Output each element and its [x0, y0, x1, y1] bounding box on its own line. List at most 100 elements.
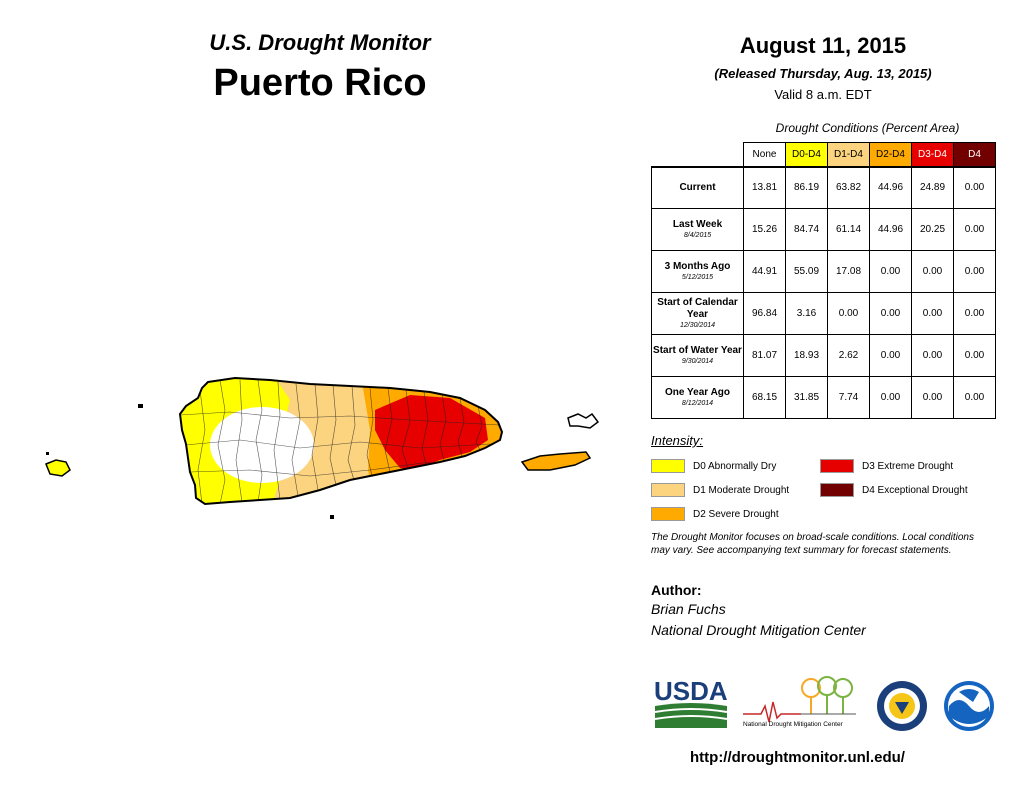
row-date: 8/12/2014 [681, 400, 714, 407]
table-cell: 55.09 [785, 250, 828, 293]
table-cell: 3.16 [785, 292, 828, 335]
vieques-island [520, 451, 592, 471]
legend-label: D2 Severe Drought [693, 508, 779, 520]
legend-label: D1 Moderate Drought [693, 484, 790, 496]
legend-item: D3 Extreme Drought [820, 459, 953, 473]
table-cell: 44.96 [869, 165, 912, 209]
table-cell: 24.89 [911, 165, 954, 209]
table-corner [652, 143, 744, 167]
row-label-text: Start of Water Year [653, 345, 742, 356]
legend-label: D4 Exceptional Drought [862, 484, 968, 496]
table-cell: 0.00 [869, 334, 912, 377]
table-cell: 0.00 [911, 250, 954, 293]
table-cell: 0.00 [869, 376, 912, 419]
column-header: D1-D4 [827, 142, 870, 167]
main-island [180, 378, 502, 504]
table-cell: 31.85 [785, 376, 828, 419]
puerto-rico-map [45, 376, 600, 519]
table-cell: 0.00 [953, 208, 996, 251]
table-cell: 0.00 [953, 334, 996, 377]
table-cell: 84.74 [785, 208, 828, 251]
table-cell: 13.81 [743, 165, 786, 209]
legend-swatch [651, 483, 685, 497]
table-cell: 0.00 [953, 376, 996, 419]
table-cell: 86.19 [785, 165, 828, 209]
table-cell: 18.93 [785, 334, 828, 377]
legend-swatch [820, 459, 854, 473]
culebra-island [567, 412, 600, 429]
table-cell: 0.00 [911, 376, 954, 419]
column-header: D4 [953, 142, 996, 167]
row-label-text: Start of Calendar Year [657, 297, 738, 320]
table-cell: 0.00 [911, 334, 954, 377]
commerce-seal-icon [877, 681, 927, 731]
table-header-row: None D0-D4 D1-D4 D2-D4 D3-D4 D4 [652, 142, 996, 167]
table-cell: 0.00 [953, 165, 996, 209]
row-label-text: Current [679, 181, 716, 193]
row-label: 3 Months Ago 5/12/2015 [651, 250, 744, 293]
column-header: D2-D4 [869, 142, 912, 167]
caja-de-muertos-island [330, 515, 334, 519]
table-cell: 7.74 [827, 376, 870, 419]
legend-item: D4 Exceptional Drought [820, 483, 968, 497]
monito-island [46, 452, 49, 455]
row-label: Start of Water Year 9/30/2014 [651, 334, 744, 377]
table-row: Last Week 8/4/2015 15.26 84.74 61.14 44.96 20.… [651, 208, 996, 251]
ndmc-logo: National Drought Mitigation Center [743, 676, 856, 728]
table-cell: 63.82 [827, 165, 870, 209]
row-date: 5/12/2015 [681, 274, 714, 281]
row-date: 8/4/2015 [683, 232, 712, 239]
map-subtitle: U.S. Drought Monitor [209, 30, 431, 55]
row-label: Start of Calendar Year 12/30/2014 [651, 292, 744, 335]
table-cell: 0.00 [911, 292, 954, 335]
legend-swatch [820, 483, 854, 497]
table-row: Current 13.81 86.19 63.82 44.96 24.89 0.00 [651, 165, 996, 209]
row-label-text: Last Week [672, 219, 723, 230]
table-cell: 0.00 [953, 292, 996, 335]
table-cell: 44.96 [869, 208, 912, 251]
row-date: 9/30/2014 [681, 358, 714, 365]
table-row: One Year Ago 8/12/2014 68.15 31.85 7.74 0.00 0… [651, 376, 996, 419]
table-cell: 0.00 [953, 250, 996, 293]
column-header: None [743, 142, 786, 167]
table-cell: 96.84 [743, 292, 786, 335]
valid-time: Valid 8 a.m. EDT [774, 87, 872, 102]
drought-conditions-table: None D0-D4 D1-D4 D2-D4 D3-D4 D4 Current 13.81 8… [651, 142, 996, 419]
row-date: 12/30/2014 [679, 322, 716, 329]
table-cell: 15.26 [743, 208, 786, 251]
legend-item: D1 Moderate Drought [651, 483, 789, 497]
author-label: Author: [651, 582, 702, 598]
usda-logo-text: USDA [654, 676, 728, 706]
legend-swatch [651, 459, 685, 473]
table-cell: 20.25 [911, 208, 954, 251]
legend-label: D3 Extreme Drought [862, 460, 954, 472]
author-organization: National Drought Mitigation Center [651, 622, 866, 638]
table-cell: 68.15 [743, 376, 786, 419]
table-row: Start of Water Year 9/30/2014 81.07 18.93 2.… [651, 334, 996, 377]
row-label: Last Week 8/4/2015 [651, 208, 744, 251]
row-label: Current [651, 165, 744, 209]
legend-swatch [651, 507, 685, 521]
logos: USDA National Drought Mitigation Center [651, 672, 996, 742]
table-cell: 0.00 [827, 292, 870, 335]
table-cell: 44.91 [743, 250, 786, 293]
table-row: 3 Months Ago 5/12/2015 44.91 55.09 17.08 0.00… [651, 250, 996, 293]
legend-item: D0 Abnormally Dry [651, 459, 776, 473]
usda-logo: USDA [654, 676, 728, 728]
row-label: One Year Ago 8/12/2014 [651, 376, 744, 419]
map-date: August 11, 2015 [739, 33, 907, 58]
table-cell: 0.00 [869, 250, 912, 293]
table-cell: 2.62 [827, 334, 870, 377]
noaa-logo-icon [944, 681, 994, 731]
table-cell: 17.08 [827, 250, 870, 293]
website-url[interactable]: http://droughtmonitor.unl.edu/ [690, 749, 905, 766]
map-title: Puerto Rico [213, 62, 427, 104]
column-header: D3-D4 [911, 142, 954, 167]
row-label-text: One Year Ago [664, 387, 731, 398]
table-row: Start of Calendar Year 12/30/2014 96.84 3.1… [651, 292, 996, 335]
desecheo-island [138, 404, 143, 408]
mona-island [45, 459, 71, 477]
row-label-text: 3 Months Ago [664, 261, 731, 272]
table-cell: 61.14 [827, 208, 870, 251]
disclaimer-note: The Drought Monitor focuses on broad-sca… [651, 532, 974, 556]
